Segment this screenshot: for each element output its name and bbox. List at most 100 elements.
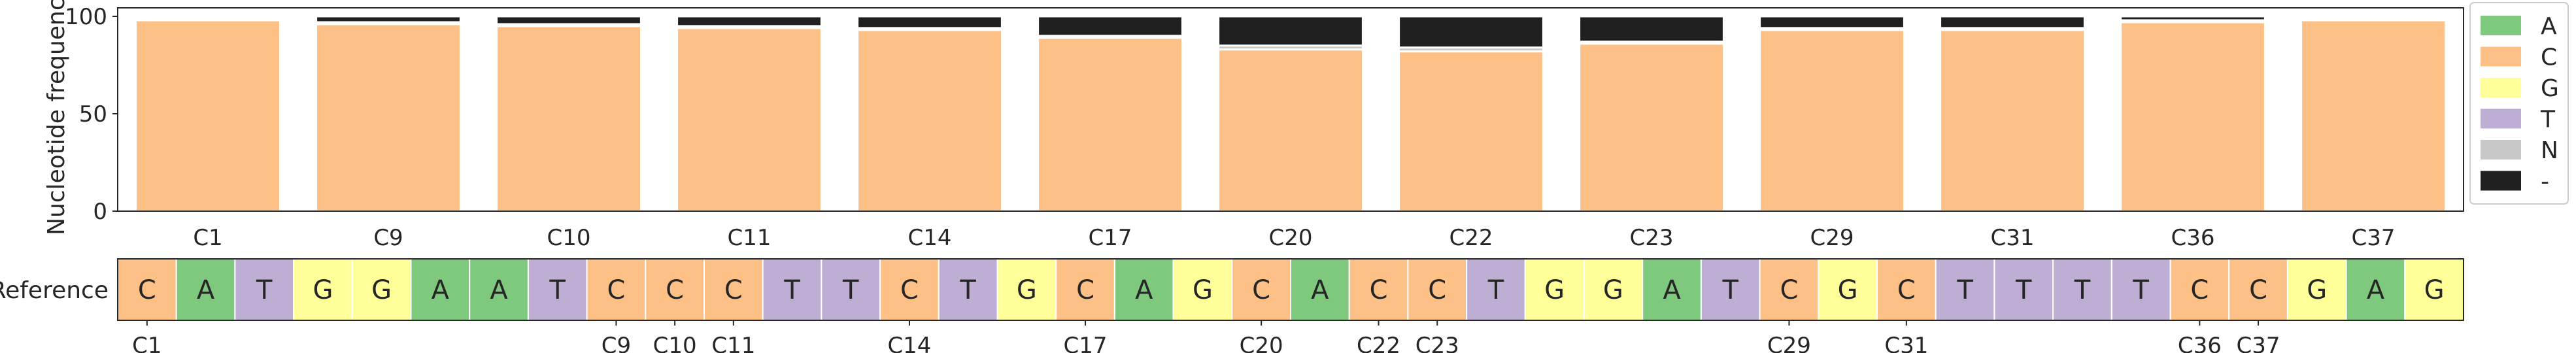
reference-cell xyxy=(586,258,647,321)
bar-C14-gap xyxy=(856,15,1003,29)
reference-tick-label: C31 xyxy=(1884,333,1928,353)
reference-tick-label: C37 xyxy=(2237,333,2280,353)
reference-cell xyxy=(996,258,1057,321)
reference-base: A xyxy=(1135,275,1153,305)
reference-base: A xyxy=(1311,275,1329,305)
reference-tick-label: C36 xyxy=(2178,333,2222,353)
reference-base: T xyxy=(256,275,273,305)
legend-swatch-gap xyxy=(2481,171,2521,191)
reference-tick-label: C1 xyxy=(132,333,161,353)
bar-C1-C xyxy=(135,19,281,212)
reference-base: C xyxy=(1252,275,1270,305)
reference-base: A xyxy=(432,275,450,305)
reference-cell xyxy=(1935,258,1995,321)
x-tick-label: C14 xyxy=(907,225,951,251)
reference-base: C xyxy=(138,275,156,305)
reference-cell xyxy=(1524,258,1585,321)
bar-C9-gap xyxy=(315,15,462,24)
bar-C22-gap xyxy=(1398,15,1544,49)
reference-tick-label: C14 xyxy=(887,333,931,353)
reference-tick-label: C11 xyxy=(711,333,755,353)
frequency-plot: C1 C9 C10 C11 C14 C17 C20 C22 C23 C29 C31 C36 C37 0 50… xyxy=(65,4,2464,251)
bar-C20-C xyxy=(1217,48,1364,212)
reference-base: G xyxy=(1603,275,1623,305)
reference-base: G xyxy=(1193,275,1213,305)
bar-C31-gap xyxy=(1939,15,2086,29)
bar-C29-C xyxy=(1759,29,1905,212)
reference-cell xyxy=(1231,258,1292,321)
reference-cell xyxy=(1993,258,2054,321)
reference-base: T xyxy=(549,275,566,305)
reference-cell xyxy=(175,258,236,321)
y-tick-label: 0 xyxy=(93,199,107,225)
y-axis-label: Nucleotide frequency xyxy=(43,0,70,235)
reference-base: G xyxy=(371,275,392,305)
reference-base: T xyxy=(1487,275,1504,305)
reference-tick-label: C20 xyxy=(1240,333,1283,353)
legend-swatch-C xyxy=(2481,46,2521,67)
bar-C11-gap xyxy=(676,15,822,27)
x-tick-label: C17 xyxy=(1088,225,1132,251)
reference-base: T xyxy=(2132,275,2149,305)
bar-C37-C xyxy=(2300,19,2447,212)
x-tick-label: C10 xyxy=(547,225,590,251)
bar-C29-gap xyxy=(1759,15,1905,29)
x-tick-label: C31 xyxy=(1990,225,2034,251)
legend-swatch-G xyxy=(2481,78,2521,97)
legend-label: N xyxy=(2541,137,2558,164)
bar-C14-C xyxy=(856,29,1003,212)
reference-base: A xyxy=(197,275,215,305)
reference-tick-label: C29 xyxy=(1767,333,1811,353)
reference-base: C xyxy=(1076,275,1094,305)
reference-base: T xyxy=(959,275,976,305)
reference-base: C xyxy=(1370,275,1388,305)
reference-cell xyxy=(1113,258,1174,321)
reference-base: T xyxy=(783,275,800,305)
reference-cell xyxy=(234,258,295,321)
x-tick-label: C29 xyxy=(1810,225,1854,251)
reference-cell xyxy=(2286,258,2347,321)
reference-tick-label: C17 xyxy=(1064,333,1108,353)
reference-cell xyxy=(469,258,529,321)
reference-base: C xyxy=(724,275,743,305)
bar-C1-gap xyxy=(135,15,281,20)
reference-base: C xyxy=(1780,275,1798,305)
reference-base: A xyxy=(490,275,508,305)
reference-cell xyxy=(2228,258,2288,321)
bar-C10-C xyxy=(496,25,642,212)
x-tick-label: C20 xyxy=(1268,225,1312,251)
reference-base: G xyxy=(2307,275,2327,305)
legend-swatch-N xyxy=(2481,140,2521,160)
reference-base: T xyxy=(1722,275,1739,305)
bar-C37-gap xyxy=(2300,15,2447,20)
reference-base: C xyxy=(607,275,625,305)
reference-tick-label: C22 xyxy=(1357,333,1400,353)
bar-C36-gap xyxy=(2120,15,2266,22)
reference-tick-label: C10 xyxy=(653,333,697,353)
bar-C22-C xyxy=(1398,50,1544,212)
reference-base: C xyxy=(1428,275,1446,305)
bar-C17-gap xyxy=(1037,15,1183,37)
reference-base: T xyxy=(842,275,859,305)
bar-C10-gap xyxy=(496,15,642,25)
reference-base: A xyxy=(2367,275,2385,305)
bar-C23-C xyxy=(1578,42,1725,212)
reference-cell xyxy=(645,258,705,321)
legend-label: C xyxy=(2541,44,2557,71)
reference-cell xyxy=(1407,258,1468,321)
x-tick-label: C37 xyxy=(2351,225,2395,251)
reference-cell xyxy=(2404,258,2465,321)
reference-base: T xyxy=(2074,275,2091,305)
reference-base: G xyxy=(313,275,333,305)
legend-label: G xyxy=(2541,75,2559,102)
legend-swatch-T xyxy=(2481,109,2521,129)
bar-C9-C xyxy=(315,23,462,212)
reference-cell xyxy=(762,258,822,321)
reference-base: C xyxy=(666,275,684,305)
legend-label: T xyxy=(2540,107,2556,133)
y-tick-label: 50 xyxy=(79,101,107,127)
x-tick-label: C9 xyxy=(373,225,403,251)
x-tick-label: C36 xyxy=(2171,225,2214,251)
